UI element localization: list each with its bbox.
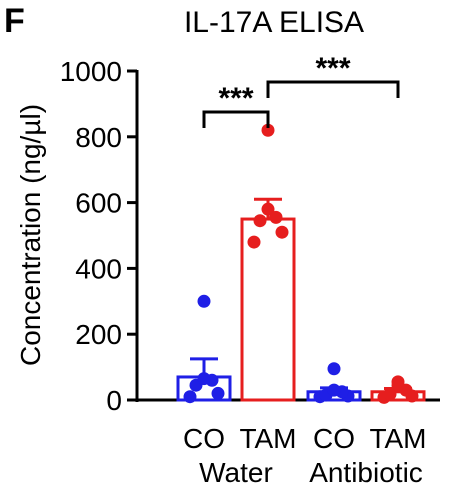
y-axis-label: Concentration (ng/µl)	[15, 104, 46, 366]
group-label: Antibiotic	[309, 457, 423, 488]
y-tick-label: 400	[75, 253, 122, 284]
y-tick-label: 200	[75, 319, 122, 350]
significance-label: ***	[315, 52, 350, 85]
x-tick-label: CO	[313, 423, 355, 454]
chart-title: IL-17A ELISA	[184, 6, 364, 39]
panel-label: F	[4, 2, 25, 40]
data-point	[261, 123, 275, 137]
x-tick-label: TAM	[239, 423, 296, 454]
data-point	[327, 383, 341, 397]
y-tick-label: 800	[75, 122, 122, 153]
y-tick-label: 0	[106, 385, 122, 416]
data-point	[383, 387, 397, 401]
data-point	[197, 372, 211, 386]
x-tick-label: CO	[183, 423, 225, 454]
y-tick-label: 1000	[60, 56, 122, 87]
group-label: Water	[199, 457, 273, 488]
data-point	[269, 210, 283, 224]
y-tick-label: 600	[75, 188, 122, 219]
data-point	[391, 375, 405, 389]
significance-bracket	[266, 80, 400, 98]
data-point	[197, 294, 211, 308]
significance-label: ***	[218, 82, 253, 115]
data-point	[327, 362, 341, 376]
significance-bracket	[202, 110, 270, 128]
data-point	[275, 225, 289, 239]
data-point	[211, 386, 225, 400]
data-point	[253, 214, 267, 228]
data-point	[247, 235, 261, 249]
data-point	[261, 202, 275, 216]
x-tick-label: TAM	[369, 423, 426, 454]
data-point	[183, 390, 197, 404]
